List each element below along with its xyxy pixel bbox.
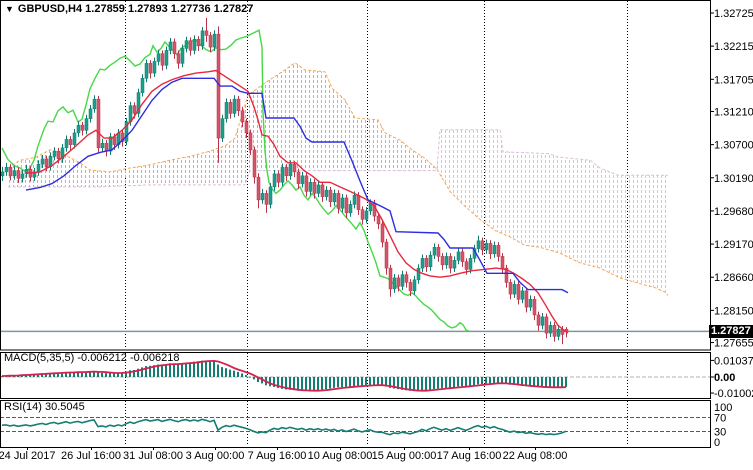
pane-frames: [0, 0, 711, 448]
time-tick-label: 24 Jul 2017: [0, 450, 55, 462]
candles: [0, 17, 569, 345]
price-tick-label: 1.32725: [714, 8, 753, 20]
rsi-scale-label: 30: [714, 427, 726, 439]
price-tick-label: 1.28150: [714, 305, 753, 317]
chart-title-text: GBPUSD,H4 1.27859 1.27893 1.27736 1.2782…: [17, 3, 254, 15]
price-scale: 1.32725 1.32215 1.31705 1.31210 1.30700 1.301…: [711, 8, 753, 449]
price-tick-label: 1.31705: [714, 74, 753, 86]
time-tick-label: 7 Aug 16:00: [248, 450, 307, 462]
time-tick-label: 17 Aug 16:00: [437, 450, 502, 462]
macd-signal-line: [1, 359, 567, 392]
rsi-line: [1, 418, 567, 436]
rsi-pane-frame: [0, 400, 711, 448]
rsi-scale-label: 100: [714, 402, 732, 414]
time-tick-label: 31 Jul 08:00: [123, 450, 183, 462]
price-tick-label: 1.30190: [714, 173, 753, 185]
macd-histogram: [1, 360, 567, 392]
rsi-scale-label: 70: [714, 413, 726, 425]
price-tick-label: 1.32215: [714, 41, 753, 53]
current-price-badge: 1.27827: [709, 324, 753, 338]
price-tick-label: 1.31210: [714, 106, 753, 118]
time-tick-label: 15 Aug 00:00: [372, 450, 437, 462]
time-tick-label: 10 Aug 08:00: [308, 450, 373, 462]
price-tick-label: 1.29170: [714, 239, 753, 251]
rsi-scale-label: 0: [714, 437, 720, 449]
macd-indicator-label: MACD(5,35,5) -0.006212 -0.006218: [4, 352, 180, 364]
macd-scale-label: 0.010372: [714, 355, 753, 367]
chart-title: ▼ GBPUSD,H4 1.27859 1.27893 1.27736 1.278…: [5, 3, 253, 15]
time-axis: 24 Jul 2017 26 Jul 16:00 31 Jul 08:00 3 Aug…: [0, 447, 567, 462]
macd-scale-label: 0.00: [714, 372, 735, 384]
price-tick-label: 1.27655: [714, 338, 753, 350]
macd-scale-label: -0.010021: [714, 388, 753, 400]
main-pane-frame: [0, 0, 711, 351]
time-tick-label: 3 Aug 00:00: [186, 450, 245, 462]
kijun-sen-line: [25, 77, 569, 294]
tenkan-sen-line: [25, 69, 569, 334]
macd-pane-frame: [0, 352, 711, 399]
price-tick-label: 1.29680: [714, 206, 753, 218]
rsi-indicator-label: RSI(14) 30.5045: [4, 401, 85, 413]
price-tick-label: 1.28660: [714, 272, 753, 284]
price-tick-label: 1.30700: [714, 140, 753, 152]
time-tick-label: 26 Jul 16:00: [61, 450, 121, 462]
ichimoku-cloud: [7, 62, 669, 296]
symbol-dropdown-icon[interactable]: ▼: [5, 4, 14, 14]
time-tick-label: 22 Aug 08:00: [503, 450, 568, 462]
